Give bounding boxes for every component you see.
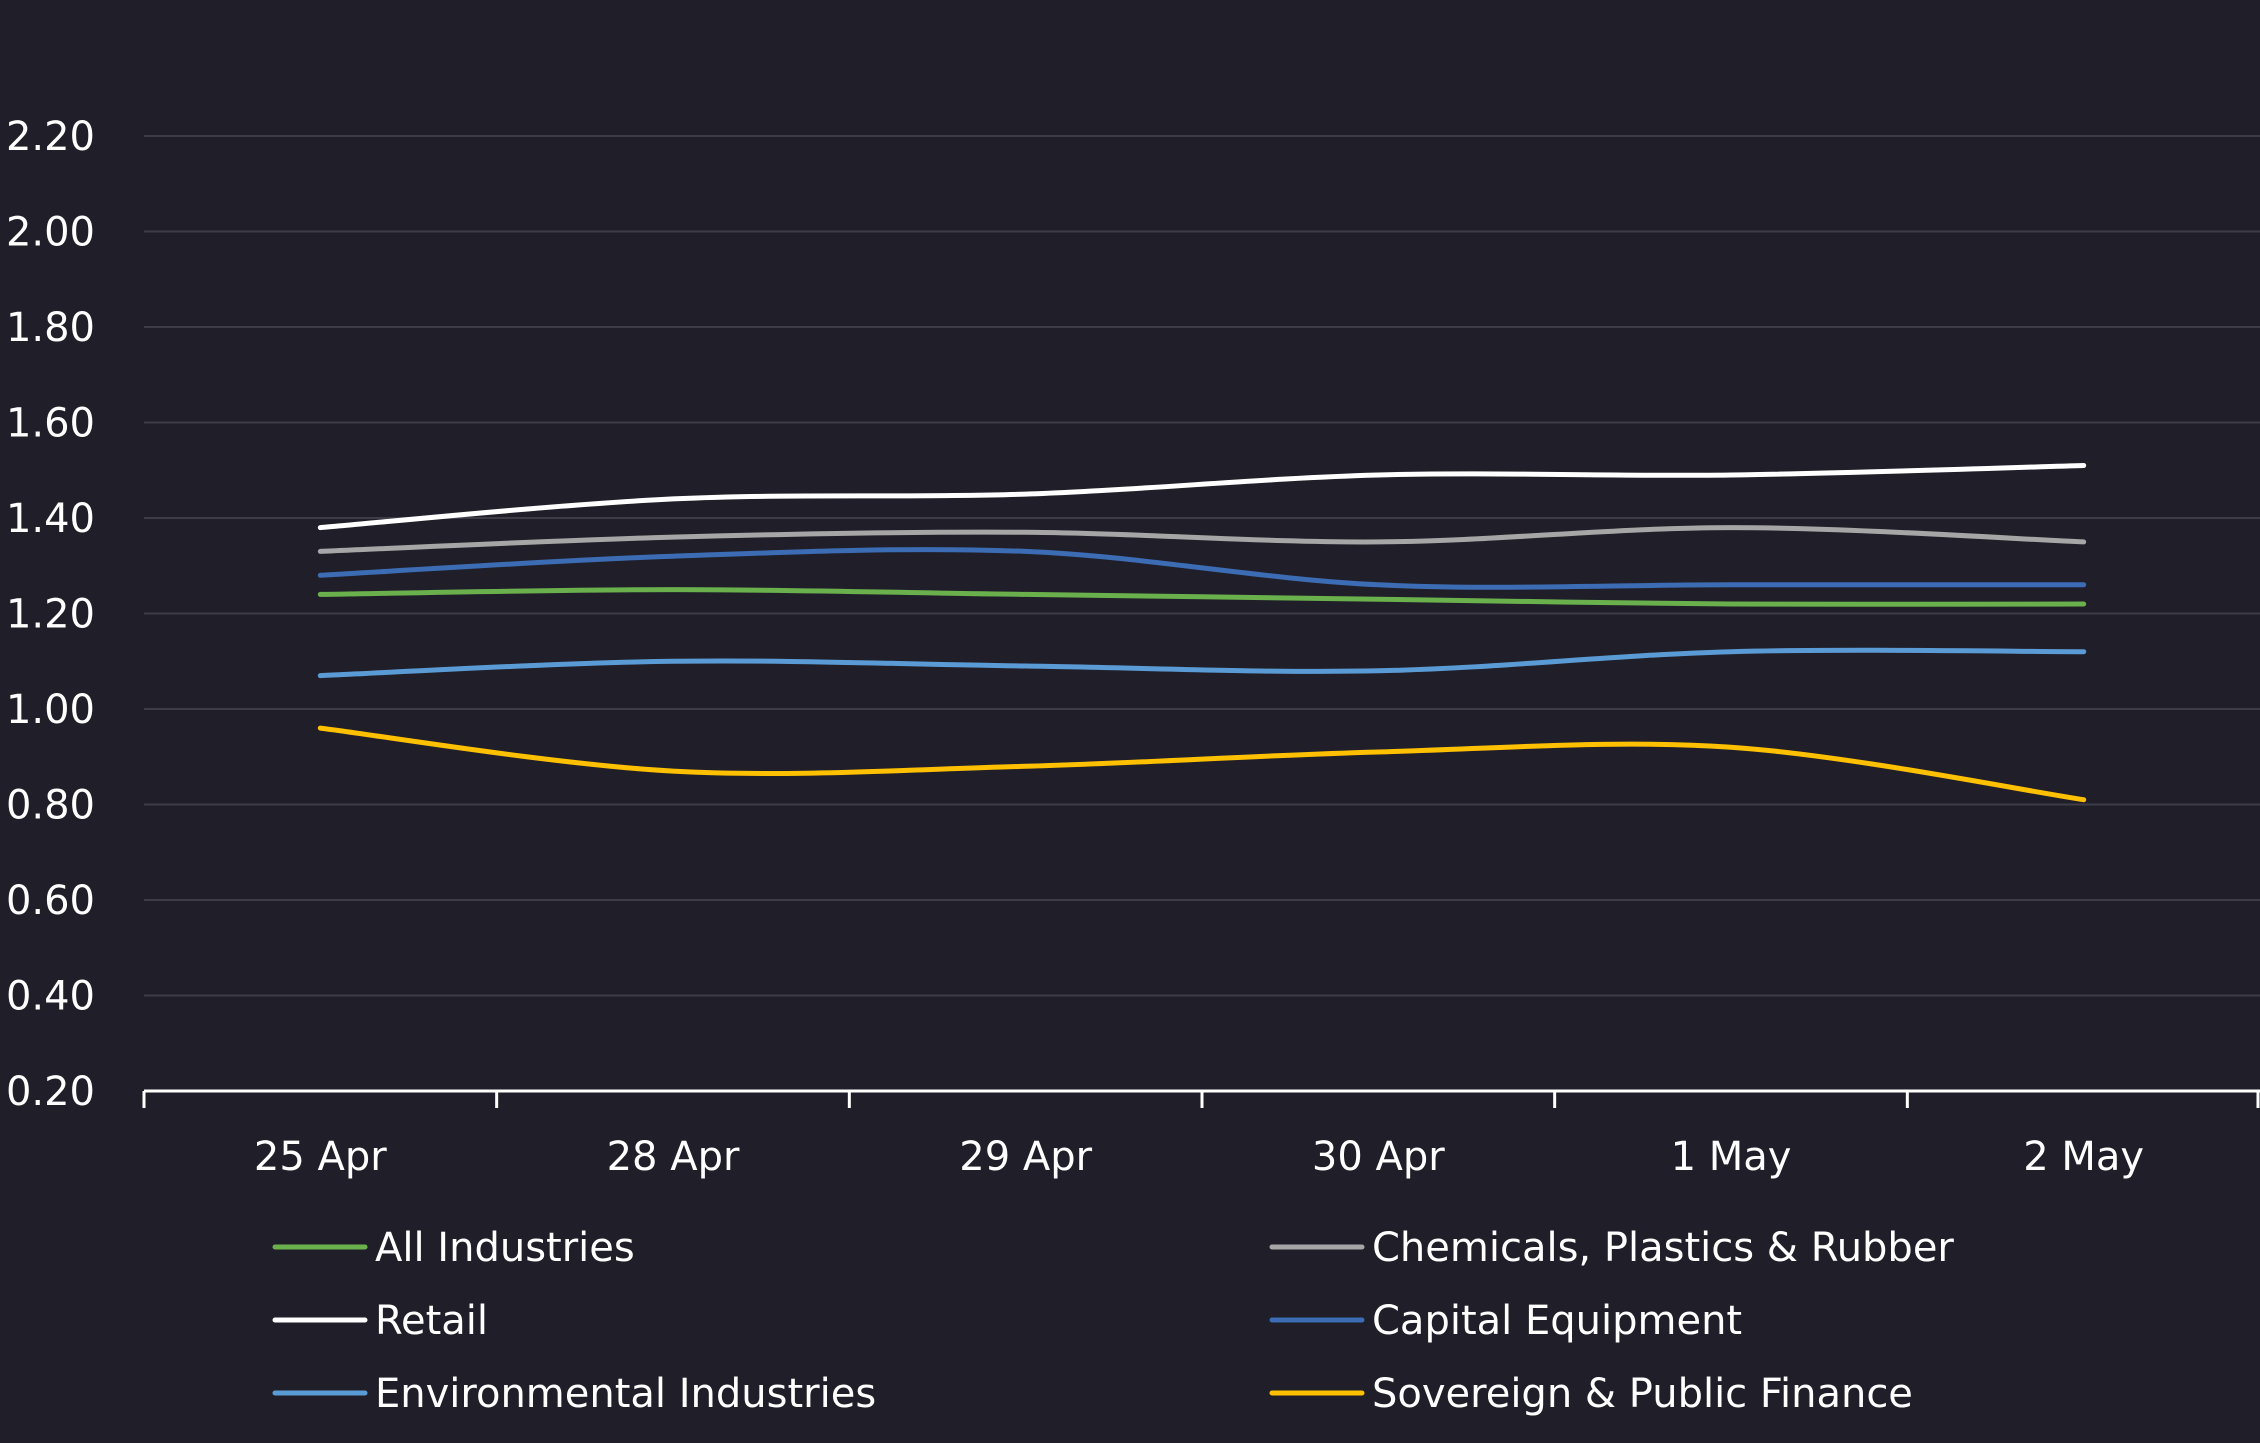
x-axis-tick-labels: 25 Apr 28 Apr 29 Apr 30 Apr 1 May 2 May — [254, 1134, 2144, 1180]
x-axis — [142, 1089, 2260, 1108]
y-tick-label: 1.00 — [6, 687, 95, 733]
y-tick-label: 1.20 — [6, 592, 95, 638]
legend-label: Sovereign & Public Finance — [1372, 1371, 1913, 1417]
y-axis-tick-labels: 2.20 2.00 1.80 1.60 1.40 1.20 1.00 0.80 0.60 0.40… — [6, 114, 95, 1115]
x-tick-label: 25 Apr — [254, 1134, 387, 1180]
y-tick-label: 2.20 — [6, 114, 95, 160]
x-tick-label: 28 Apr — [607, 1134, 740, 1180]
y-tick-label: 2.00 — [6, 210, 95, 256]
legend-label: Environmental Industries — [375, 1371, 876, 1417]
x-tick-label: 30 Apr — [1312, 1134, 1445, 1180]
series-line-1 — [317, 525, 2087, 554]
series-lines — [317, 463, 2087, 803]
y-tick-label: 0.40 — [6, 974, 95, 1020]
x-tick-label: 1 May — [1671, 1134, 1792, 1180]
y-tick-label: 1.60 — [6, 401, 95, 447]
series-line-4 — [317, 647, 2087, 679]
x-tick-label: 29 Apr — [959, 1134, 1092, 1180]
y-tick-label: 1.80 — [6, 305, 95, 351]
x-tick-label: 2 May — [2023, 1134, 2144, 1180]
y-tick-label: 0.20 — [6, 1069, 95, 1115]
legend: All Industries Chemicals, Plastics & Rubb… — [272, 1225, 1954, 1417]
legend-label: Capital Equipment — [1372, 1298, 1742, 1344]
series-line-5 — [317, 725, 2087, 803]
legend-label: Retail — [375, 1298, 488, 1344]
legend-label: Chemicals, Plastics & Rubber — [1372, 1225, 1954, 1271]
gridlines — [144, 135, 2260, 997]
series-line-3 — [317, 547, 2087, 590]
y-tick-label: 1.40 — [6, 496, 95, 542]
series-line-0 — [317, 587, 2087, 607]
y-tick-label: 0.60 — [6, 878, 95, 924]
series-line-2 — [317, 463, 2087, 531]
y-tick-label: 0.80 — [6, 783, 95, 829]
legend-label: All Industries — [375, 1225, 635, 1271]
